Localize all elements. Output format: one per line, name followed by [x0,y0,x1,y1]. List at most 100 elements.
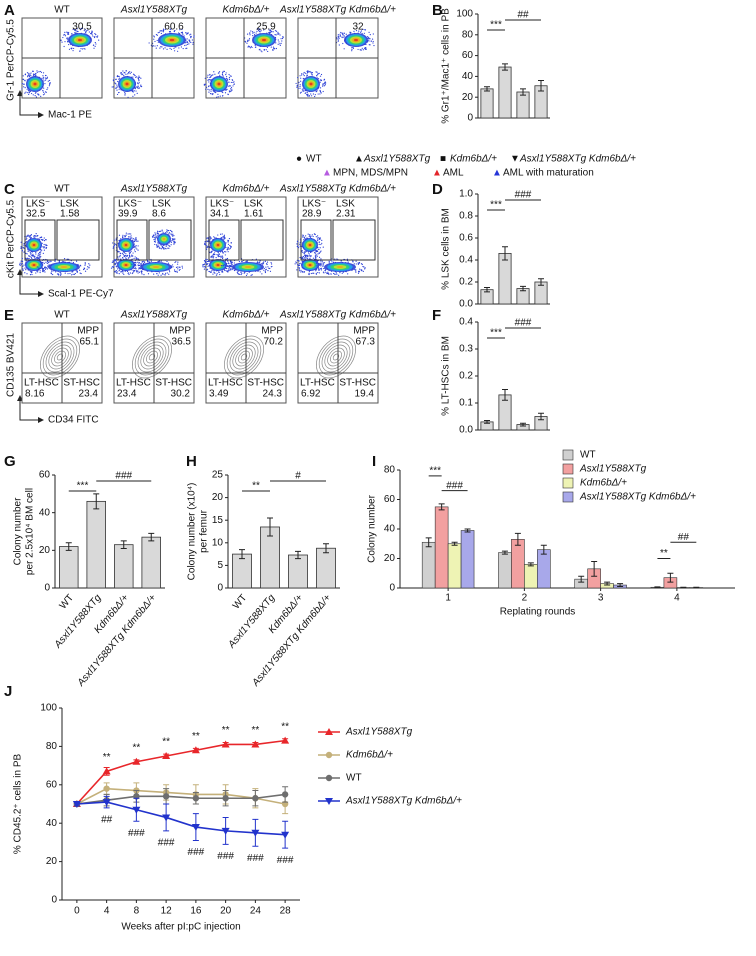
flow-event [222,271,223,272]
flow-event [228,86,229,87]
flow-event [305,73,306,74]
y-axis-label: per 2.5x10⁴ BM cell [25,488,36,575]
flow-event [43,253,44,254]
flow-event [217,273,218,274]
flow-event [85,263,86,264]
flow-event [373,41,374,42]
flow-event [278,39,279,40]
flow-event [227,271,228,272]
legend-label: AML [443,168,464,179]
flow-event [320,263,321,264]
flow-event [31,93,32,94]
flow-event [317,272,318,273]
x-tick-label: 12 [161,906,173,917]
flow-event [282,38,283,39]
flow-event [158,275,159,276]
flow-event [74,274,75,275]
legend-marker [326,752,332,758]
flow-event [119,235,120,236]
flow-event [219,71,220,72]
flow-density [217,264,220,266]
flow-event [161,261,162,262]
legend-label: AML with maturation [503,168,594,179]
flow-event [247,34,248,35]
flow-event [171,49,172,50]
flow-event [130,238,131,239]
flow-event [88,267,89,268]
flow-event [279,43,280,44]
flow-event [338,39,339,40]
flow-event [212,93,213,94]
flow-event [265,266,266,267]
flow-event [131,264,132,265]
flow-event [365,267,366,268]
flow-event [21,246,22,247]
flow-event [244,272,245,273]
flow-event [171,244,172,245]
flow-event [156,244,157,245]
flow-event [22,250,23,251]
flow-event [38,269,39,270]
flow-event [228,74,229,75]
flow-event [112,262,113,263]
flow-event [214,254,215,255]
flow-density [34,83,37,86]
panel-label: H [186,453,197,470]
flow-event [159,32,160,33]
flow-event [80,272,81,273]
flow-event [161,46,162,47]
flow-event [223,265,224,266]
flow-event [136,239,137,240]
flow-event [166,232,167,233]
flow-event [124,72,125,73]
flow-event [79,270,80,271]
flow-event [218,256,219,257]
flow-event [212,94,213,95]
flow-event [155,236,156,237]
flow-event [247,41,248,42]
flow-event [40,71,41,72]
flow-event [229,77,230,78]
flow-event [280,38,281,39]
flow-event [111,268,112,269]
flow-event [119,273,120,274]
flow-event [94,36,95,37]
flow-event [157,45,158,46]
flow-event [113,248,114,249]
flow-event [91,34,92,35]
flow-event [131,256,132,257]
bar [517,92,529,118]
flow-event [43,80,44,81]
flow-event [80,265,81,266]
flow-event [155,241,156,242]
flow-event [190,37,191,38]
flow-event [155,239,156,240]
flow-event [351,50,352,51]
gate-label: ST-HSC [155,378,192,389]
flow-event [309,71,310,72]
y-tick-label: 20 [39,545,51,556]
panel-label: E [4,307,14,324]
flow-event [134,246,135,247]
bar [448,544,461,588]
significance: ### [128,828,145,839]
flow-event [135,240,136,241]
flow-event [342,273,343,274]
flow-event [232,262,233,263]
flow-event [306,75,307,76]
flow-event [207,263,208,264]
flow-event [320,251,321,252]
flow-event [190,42,191,43]
flow-event [338,38,339,39]
flow-event [312,234,313,235]
flow-event [161,245,162,246]
flow-event [166,229,167,230]
flow-event [225,251,226,252]
flow-event [214,74,215,75]
flow-event [234,262,235,263]
flow-event [313,236,314,237]
flow-event [304,257,305,258]
flow-event [137,272,138,273]
legend-symbol: ▲ [322,168,332,179]
flow-event [35,95,36,96]
